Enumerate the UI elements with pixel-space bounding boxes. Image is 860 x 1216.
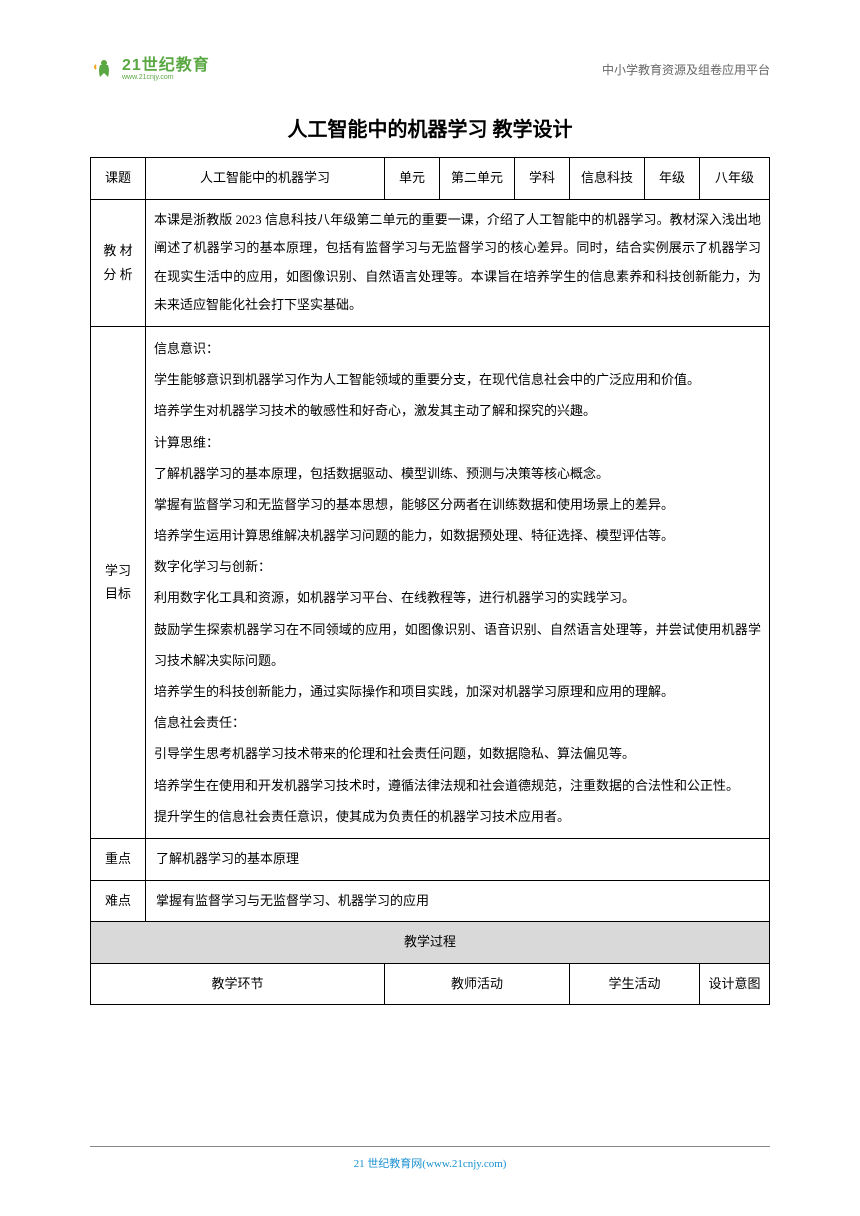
process-columns-row: 教学环节 教师活动 学生活动 设计意图 [91,963,770,1005]
footer-divider [90,1146,770,1147]
subject-value: 信息科技 [570,158,645,200]
objective-line: 提升学生的信息社会责任意识，使其成为负责任的机器学习技术应用者。 [154,801,761,832]
key-point-row: 重点 了解机器学习的基本原理 [91,838,770,880]
objective-content: 信息意识：学生能够意识到机器学习作为人工智能领域的重要分支，在现代信息社会中的广… [146,326,770,838]
process-col-3: 学生活动 [570,963,700,1005]
lesson-plan-table: 课题 人工智能中的机器学习 单元 第二单元 学科 信息科技 年级 八年级 教 材… [90,157,770,1005]
objectives-row: 学习目标 信息意识：学生能够意识到机器学习作为人工智能领域的重要分支，在现代信息… [91,326,770,838]
objective-line: 信息意识： [154,333,761,364]
difficult-point-row: 难点 掌握有监督学习与无监督学习、机器学习的应用 [91,880,770,922]
objective-line: 培养学生在使用和开发机器学习技术时，遵循法律法规和社会道德规范，注重数据的合法性… [154,770,761,801]
logo-icon [90,55,118,83]
objective-line: 数字化学习与创新： [154,551,761,582]
process-col-4: 设计意图 [700,963,770,1005]
process-col-2: 教师活动 [385,963,570,1005]
difficult-content: 掌握有监督学习与无监督学习、机器学习的应用 [146,880,770,922]
process-header-row: 教学过程 [91,922,770,964]
process-header: 教学过程 [91,922,770,964]
objective-line: 学生能够意识到机器学习作为人工智能领域的重要分支，在现代信息社会中的广泛应用和价… [154,364,761,395]
material-label: 教 材分 析 [91,199,146,326]
document-title: 人工智能中的机器学习 教学设计 [90,113,770,142]
subject-label: 学科 [515,158,570,200]
logo-sub-text: www.21cnjy.com [122,74,210,81]
grade-label: 年级 [645,158,700,200]
header-right-text: 中小学教育资源及组卷应用平台 [602,61,770,78]
objective-line: 信息社会责任： [154,707,761,738]
page-footer: 21 世纪教育网(www.21cnjy.com) [0,1146,860,1171]
page-header: 21世纪教育 www.21cnjy.com 中小学教育资源及组卷应用平台 [90,55,770,83]
logo-text: 21世纪教育 www.21cnjy.com [122,58,210,81]
objective-line: 培养学生的科技创新能力，通过实际操作和项目实践，加深对机器学习原理和应用的理解。 [154,676,761,707]
logo-main-text: 21世纪教育 [122,58,210,74]
objective-line: 利用数字化工具和资源，如机器学习平台、在线教程等，进行机器学习的实践学习。 [154,582,761,613]
difficult-label: 难点 [91,880,146,922]
objective-line: 掌握有监督学习和无监督学习的基本思想，能够区分两者在训练数据和使用场景上的差异。 [154,489,761,520]
process-col-1: 教学环节 [91,963,385,1005]
key-label: 重点 [91,838,146,880]
material-content: 本课是浙教版 2023 信息科技八年级第二单元的重要一课，介绍了人工智能中的机器… [146,199,770,326]
grade-value: 八年级 [700,158,770,200]
objective-label: 学习目标 [91,326,146,838]
material-analysis-row: 教 材分 析 本课是浙教版 2023 信息科技八年级第二单元的重要一课，介绍了人… [91,199,770,326]
objective-line: 培养学生运用计算思维解决机器学习问题的能力，如数据预处理、特征选择、模型评估等。 [154,520,761,551]
topic-label: 课题 [91,158,146,200]
objective-line: 计算思维： [154,427,761,458]
footer-text: 21 世纪教育网(www.21cnjy.com) [0,1155,860,1171]
info-row: 课题 人工智能中的机器学习 单元 第二单元 学科 信息科技 年级 八年级 [91,158,770,200]
objective-line: 鼓励学生探索机器学习在不同领域的应用，如图像识别、语音识别、自然语言处理等，并尝… [154,614,761,676]
key-content: 了解机器学习的基本原理 [146,838,770,880]
unit-label: 单元 [385,158,440,200]
objective-line: 了解机器学习的基本原理，包括数据驱动、模型训练、预测与决策等核心概念。 [154,458,761,489]
objective-line: 引导学生思考机器学习技术带来的伦理和社会责任问题，如数据隐私、算法偏见等。 [154,738,761,769]
objective-line: 培养学生对机器学习技术的敏感性和好奇心，激发其主动了解和探究的兴趣。 [154,395,761,426]
topic-value: 人工智能中的机器学习 [146,158,385,200]
logo: 21世纪教育 www.21cnjy.com [90,55,210,83]
unit-value: 第二单元 [440,158,515,200]
